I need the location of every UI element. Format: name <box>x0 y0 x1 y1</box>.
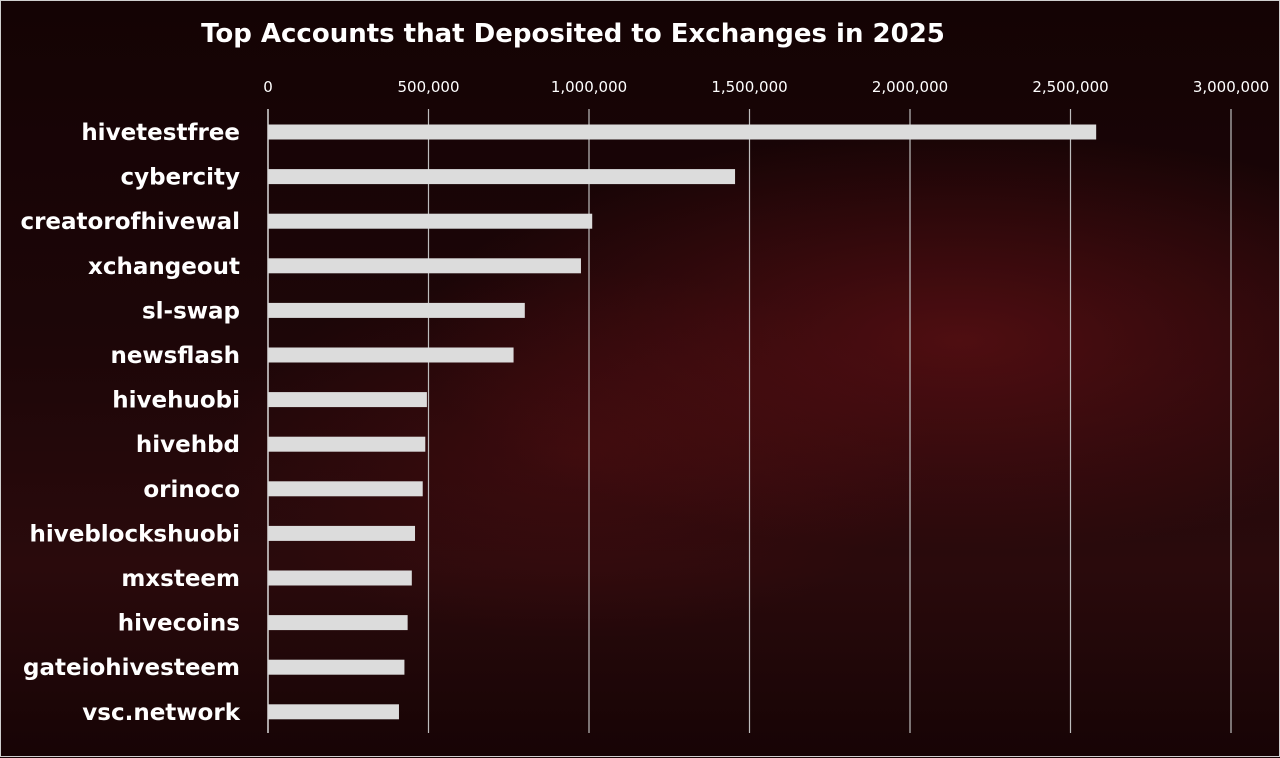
x-tick-label: 0 <box>263 78 273 96</box>
gridlines <box>427 109 1232 733</box>
bar-mxsteem <box>268 570 412 586</box>
bar-orinoco <box>268 481 423 497</box>
bar-hiveblockshuobi <box>268 525 416 541</box>
category-label: mxsteem <box>121 566 240 592</box>
chart-title: Top Accounts that Deposited to Exchanges… <box>201 19 945 49</box>
bar-hivehbd <box>268 436 426 452</box>
category-label: hiveblockshuobi <box>29 521 240 547</box>
category-label: hivetestfree <box>81 120 240 146</box>
x-tick-label: 1,500,000 <box>711 78 787 96</box>
category-label: hivecoins <box>118 611 240 637</box>
category-label: hivehuobi <box>112 388 240 414</box>
bar-sl-swap <box>268 302 525 318</box>
category-label: vsc.network <box>82 700 240 726</box>
x-tick-label: 1,000,000 <box>551 78 627 96</box>
bar-vsc.network <box>268 704 399 720</box>
bar-creatorofhivewal <box>268 213 593 229</box>
bar-xchangeout <box>268 258 581 274</box>
bar-gateiohivesteem <box>268 659 405 675</box>
bar-hivehuobi <box>268 392 427 408</box>
bars <box>268 124 1097 720</box>
category-label: hivehbd <box>136 432 240 458</box>
bar-cybercity <box>268 169 736 185</box>
category-label: newsflash <box>110 343 240 369</box>
bar-newsflash <box>268 347 514 363</box>
category-label: creatorofhivewal <box>20 209 240 235</box>
category-labels: hivetestfree cybercity creatorofhivewal xch… <box>20 120 240 726</box>
bar-hivecoins <box>268 615 408 631</box>
x-axis-ticks: 0 500,000 1,000,000 1,500,000 2,000,000 2,500… <box>263 78 1269 96</box>
category-label: gateiohivesteem <box>23 655 240 681</box>
x-tick-label: 3,000,000 <box>1193 78 1269 96</box>
category-label: xchangeout <box>88 254 240 280</box>
x-tick-label: 2,500,000 <box>1032 78 1108 96</box>
category-label: sl-swap <box>142 298 240 324</box>
category-label: cybercity <box>120 165 240 191</box>
x-tick-label: 500,000 <box>397 78 459 96</box>
category-label: orinoco <box>143 477 240 503</box>
bar-hivetestfree <box>268 124 1097 140</box>
x-tick-label: 2,000,000 <box>872 78 948 96</box>
